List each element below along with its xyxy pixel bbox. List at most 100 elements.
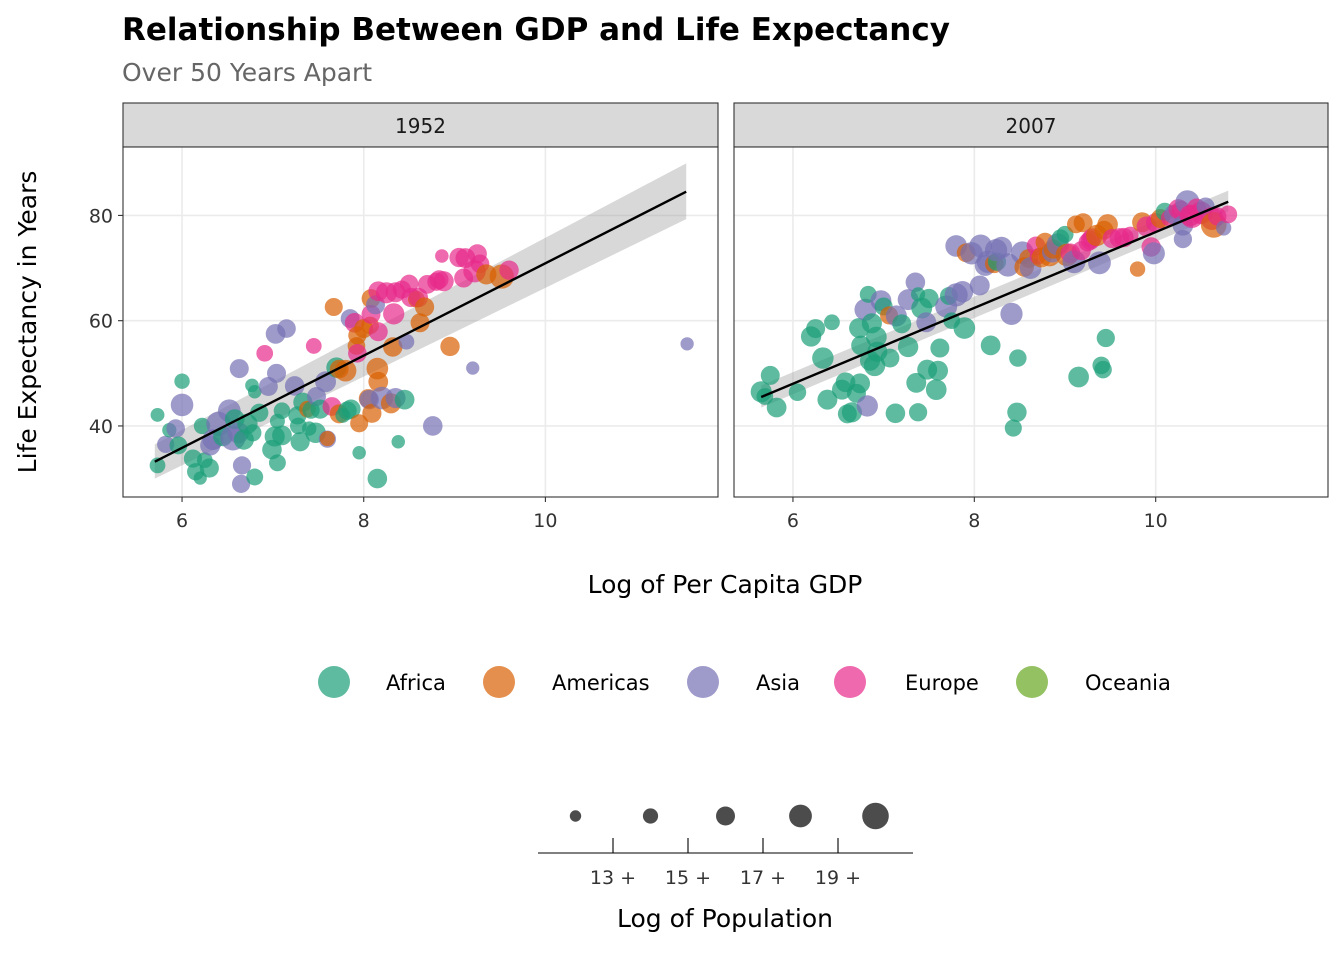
data-point — [1073, 213, 1093, 233]
data-point — [908, 403, 928, 422]
legend-label-europe: Europe — [905, 671, 979, 695]
data-point — [856, 395, 878, 417]
legend-key-europe — [834, 666, 866, 698]
data-point — [350, 414, 369, 433]
data-point — [1000, 302, 1023, 325]
data-point — [885, 403, 906, 424]
legend-key-africa — [318, 666, 350, 698]
data-point — [341, 399, 361, 419]
data-point — [824, 314, 840, 331]
data-point — [391, 434, 405, 449]
data-point — [930, 338, 950, 358]
data-point — [348, 344, 367, 363]
data-point — [433, 271, 454, 292]
y-tick-label: 80 — [89, 205, 113, 227]
data-point — [880, 348, 900, 368]
data-point — [928, 360, 949, 381]
data-point — [897, 336, 919, 358]
data-point — [1068, 366, 1089, 388]
data-point — [272, 425, 292, 446]
data-point — [817, 389, 838, 410]
size-legend-key — [789, 804, 812, 828]
data-point — [170, 393, 194, 417]
trend-line — [154, 190, 687, 463]
data-point — [892, 314, 912, 334]
data-point — [268, 454, 286, 472]
data-point — [906, 372, 927, 393]
data-point — [788, 383, 807, 402]
trend-line — [760, 200, 1229, 399]
data-point — [394, 389, 415, 410]
data-point — [422, 416, 443, 436]
data-point — [1216, 220, 1232, 236]
data-point — [149, 457, 166, 474]
data-point — [414, 297, 435, 317]
data-point — [919, 288, 939, 309]
data-point — [1096, 328, 1115, 348]
data-point — [980, 335, 1001, 356]
data-point — [951, 281, 974, 303]
size-legend-label: 17 + — [740, 867, 786, 889]
data-point — [1009, 349, 1027, 367]
data-point — [334, 359, 357, 382]
size-legend-key — [642, 808, 659, 824]
data-point — [319, 430, 335, 447]
data-point — [499, 260, 519, 280]
data-point — [174, 373, 190, 389]
data-point — [150, 407, 165, 422]
data-point — [1173, 229, 1193, 249]
data-point — [851, 335, 871, 356]
data-point — [368, 371, 389, 392]
facet-strip — [122, 102, 719, 148]
panel-border — [122, 146, 719, 498]
data-point — [760, 365, 780, 385]
data-point — [244, 424, 262, 442]
data-point — [367, 468, 388, 489]
data-point — [410, 313, 430, 333]
data-point — [250, 403, 269, 422]
data-point — [916, 312, 937, 333]
data-point — [166, 419, 185, 438]
data-point — [1129, 261, 1146, 277]
points-1952 — [149, 244, 694, 493]
facet-2007: 2007 6 8 10 — [733, 102, 1329, 532]
y-axis-title: Life Expectancy in Years — [13, 171, 42, 474]
chart-subtitle: Over 50 Years Apart — [122, 58, 372, 87]
facet-strip — [733, 102, 1329, 148]
plot-panel — [734, 147, 1328, 497]
data-point — [169, 436, 188, 455]
data-point — [1219, 205, 1238, 224]
y-tick-label: 60 — [89, 311, 113, 333]
x-tick-label: 10 — [533, 510, 557, 532]
chart-title: Relationship Between GDP and Life Expect… — [122, 12, 950, 48]
size-legend-key — [862, 802, 889, 830]
legend-population: 13 + 15 + 17 + 19 + — [538, 802, 913, 889]
size-legend-label: 15 + — [665, 867, 711, 889]
data-point — [953, 317, 976, 339]
data-point — [383, 303, 405, 325]
x-tick-label: 6 — [176, 510, 188, 532]
data-point — [435, 249, 449, 263]
legend-key-americas — [483, 666, 515, 698]
data-point — [680, 337, 694, 351]
size-legend-key — [716, 806, 735, 826]
x-tick-label: 8 — [968, 510, 980, 532]
legend-label-oceania: Oceania — [1085, 671, 1171, 695]
data-point — [157, 435, 175, 454]
data-point — [925, 379, 947, 400]
data-point — [277, 319, 296, 338]
legend-label-asia: Asia — [756, 671, 800, 695]
data-point — [231, 474, 251, 493]
data-point — [290, 432, 310, 452]
data-point — [199, 458, 219, 478]
data-point — [969, 275, 990, 296]
size-legend-label: 19 + — [815, 867, 861, 889]
data-point — [305, 338, 322, 354]
data-point — [232, 456, 252, 475]
data-point — [990, 236, 1013, 259]
data-point — [267, 363, 287, 383]
data-point — [766, 397, 787, 418]
x-tick-label: 10 — [1144, 510, 1168, 532]
data-point — [466, 361, 480, 375]
